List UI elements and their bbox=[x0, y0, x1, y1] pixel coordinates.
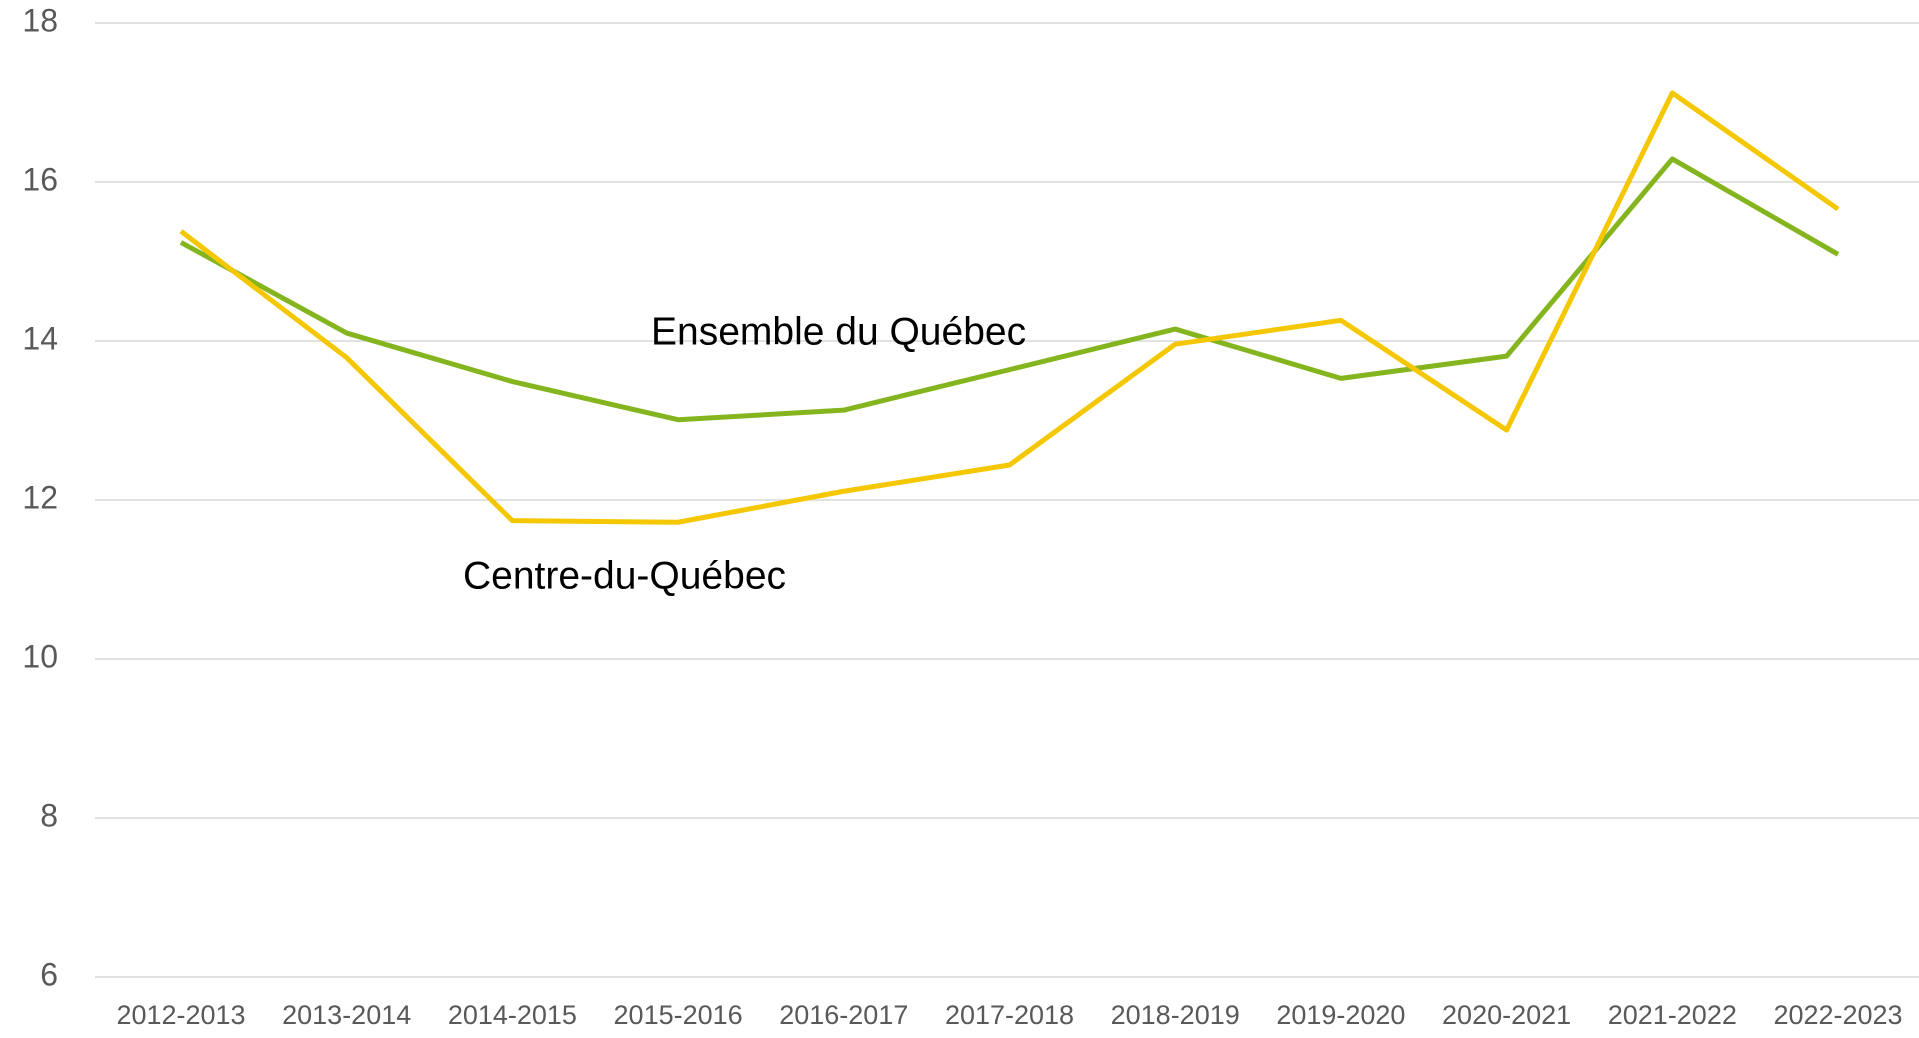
y-tick-label: 18 bbox=[22, 2, 58, 38]
y-tick-label: 6 bbox=[40, 956, 58, 992]
y-tick-label: 14 bbox=[22, 320, 58, 356]
series-label: Ensemble du Québec bbox=[651, 310, 1026, 353]
x-tick-label: 2017-2018 bbox=[945, 1000, 1074, 1030]
x-tick-label: 2019-2020 bbox=[1276, 1000, 1405, 1030]
x-tick-label: 2022-2023 bbox=[1773, 1000, 1902, 1030]
y-tick-label: 16 bbox=[22, 161, 58, 197]
x-tick-label: 2012-2013 bbox=[116, 1000, 245, 1030]
x-tick-label: 2014-2015 bbox=[448, 1000, 577, 1030]
series-line bbox=[179, 156, 1840, 423]
series-line bbox=[179, 90, 1840, 525]
y-tick-label: 10 bbox=[22, 638, 58, 674]
y-tick-label: 8 bbox=[40, 797, 58, 833]
x-tick-label: 2013-2014 bbox=[282, 1000, 411, 1030]
x-tick-label: 2021-2022 bbox=[1608, 1000, 1737, 1030]
x-tick-label: 2015-2016 bbox=[614, 1000, 743, 1030]
x-tick-label: 2016-2017 bbox=[779, 1000, 908, 1030]
x-tick-label: 2020-2021 bbox=[1442, 1000, 1571, 1030]
x-tick-label: 2018-2019 bbox=[1111, 1000, 1240, 1030]
y-tick-label: 12 bbox=[22, 479, 58, 515]
series-label: Centre-du-Québec bbox=[463, 554, 786, 597]
